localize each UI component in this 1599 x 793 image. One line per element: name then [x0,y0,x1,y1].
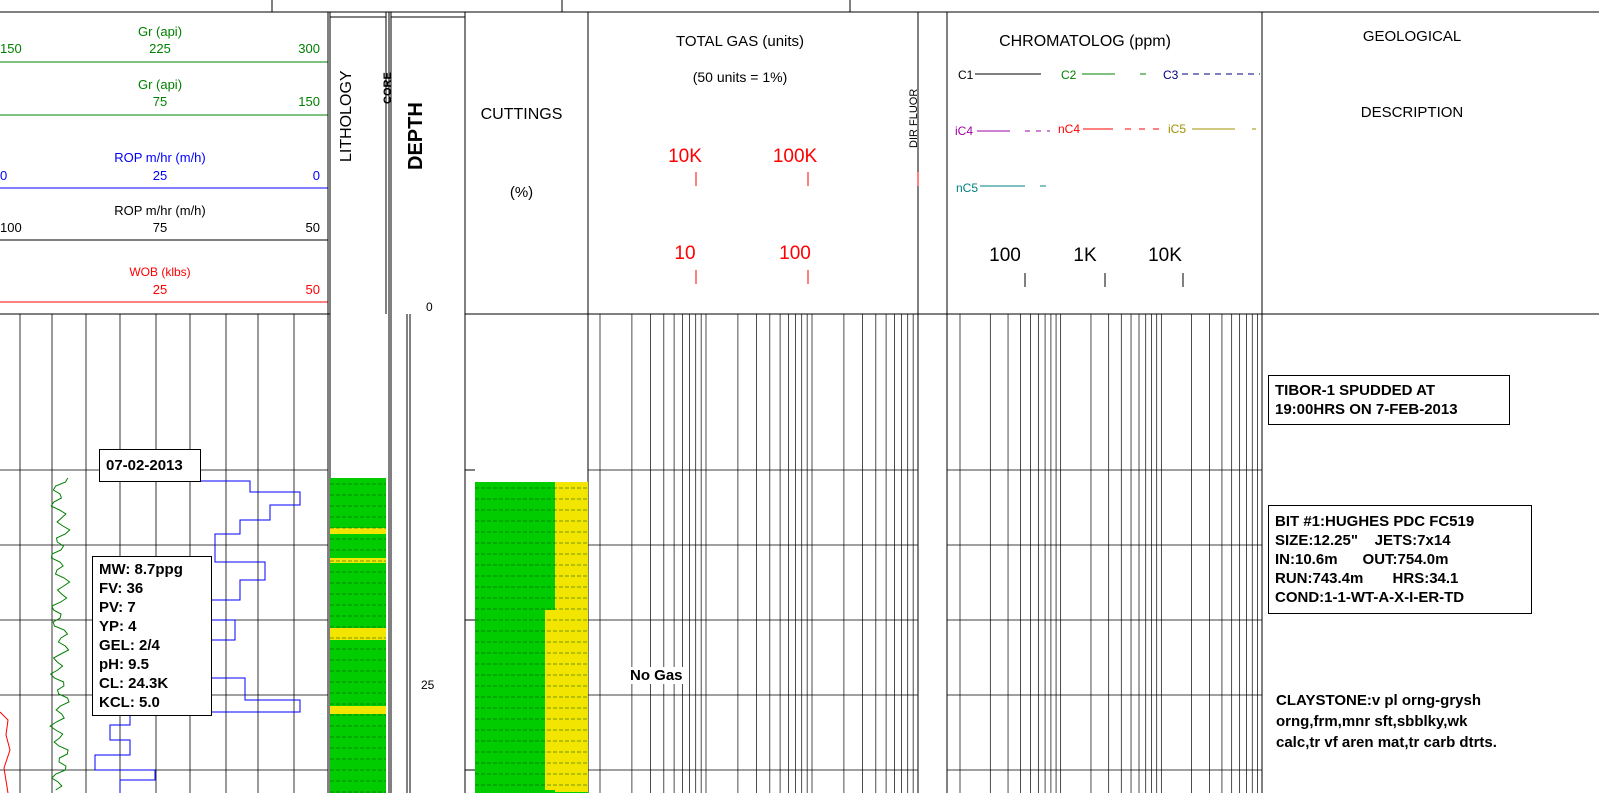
mud-properties-box: MW: 8.7ppg FV: 36 PV: 7 YP: 4 GEL: 2/4 p… [92,556,212,716]
chromatolog-header: CHROMATOLOG (ppm) [999,33,1171,50]
legend-c1: C1 [958,68,974,82]
cuttings-track [475,482,588,793]
no-gas-note: No Gas [630,667,683,684]
gr-scale-1-mid: 225 [149,41,171,56]
depth-label-25: 25 [421,678,435,692]
lithology-header: LITHOLOGY [338,70,355,162]
spud-line-1: TIBOR-1 SPUDDED AT [1275,382,1436,399]
rop-scale-2-left: 100 [0,220,22,235]
mud-cl: CL: 24.3K [99,675,169,692]
gr-scale-2-right: 150 [298,94,320,109]
core-header: CORE [382,72,394,104]
spud-description-box: TIBOR-1 SPUDDED AT 19:00HRS ON 7-FEB-201… [1268,375,1510,425]
chroma-tick-10k: 10K [1148,245,1182,266]
claystone-line-3: calc,tr vf aren mat,tr carb dtrts. [1276,734,1497,751]
wob-scale-right: 50 [305,282,320,297]
spud-line-2: 19:00HRS ON 7-FEB-2013 [1275,401,1458,418]
claystone-line-2: orng,frm,mnr sft,sbblky,wk [1276,713,1468,730]
legend-ic4: iC4 [955,124,974,138]
claystone-description: CLAYSTONE:v pl orng-grysh orng,frm,mnr s… [1276,690,1497,753]
claystone-line-1: CLAYSTONE:v pl orng-grysh [1276,692,1482,709]
mud-mw: MW: 8.7ppg [99,561,183,578]
rop-scale-2-title: ROP m/hr (m/h) [114,203,206,218]
geo-header-line2: DESCRIPTION [1360,104,1464,121]
geo-header-line1: GEOLOGICAL [1362,28,1462,45]
depth-header: DEPTH [405,102,427,170]
date-box: 07-02-2013 [99,449,201,482]
bit-line-5: COND:1-1-WT-A-X-I-ER-TD [1275,589,1465,606]
rop-scale-1-mid: 25 [152,168,168,183]
legend-c3: C3 [1163,68,1179,82]
cuttings-header: CUTTINGS [480,106,563,123]
gas-scale-100k: 100K [772,146,818,167]
gr-scale-1-left: 150 [0,41,22,56]
mud-fv: FV: 36 [99,580,144,597]
depth-label-0: 0 [426,300,433,314]
bit-description-box: BIT #1:HUGHES PDC FC519 SIZE:12.25" JETS… [1268,505,1532,614]
bit-line-1: BIT #1:HUGHES PDC FC519 [1275,513,1475,530]
legend-nc5: nC5 [956,181,979,195]
gas-scale-10: 10 [674,243,696,264]
wob-curve [0,711,11,793]
bit-line-4: RUN:743.4m HRS:34.1 [1275,570,1459,587]
wob-scale-mid: 25 [152,282,168,297]
legend-nc4: nC4 [1058,122,1081,136]
legend-ic5: iC5 [1168,122,1187,136]
rop-scale-2-right: 50 [305,220,320,235]
mud-gel: GEL: 2/4 [99,637,160,654]
mud-yp: YP: 4 [99,618,137,635]
dir-fluor-header: DIR FLUOR [908,88,920,148]
total-gas-note: (50 units = 1%) [692,69,788,85]
rop-scale-1-left: 0 [0,168,8,183]
lithology-track [330,478,386,793]
gr-scale-1-title: Gr (api) [137,24,183,39]
rop-scale-1-right: 0 [312,168,320,183]
mud-pv: PV: 7 [99,599,136,616]
cuttings-unit: (%) [509,184,534,201]
mud-ph: pH: 9.5 [99,656,150,673]
wob-scale-title: WOB (klbs) [129,265,191,279]
bit-line-2: SIZE:12.25" JETS:7x14 [1275,532,1451,549]
gr-curve [49,477,71,791]
legend-c2: C2 [1061,68,1077,82]
total-gas-header: TOTAL GAS (units) [675,33,805,50]
rop-scale-1-title: ROP m/hr (m/h) [114,150,206,165]
gas-scale-100: 100 [779,243,811,264]
gas-scale-10k: 10K [668,146,702,167]
gr-scale-1-right: 300 [298,41,320,56]
rop-scale-2-mid: 75 [152,220,168,235]
gr-scale-2-title: Gr (api) [137,77,183,92]
bit-line-3: IN:10.6m OUT:754.0m [1275,551,1449,568]
gr-scale-2-mid: 75 [152,94,168,109]
chroma-tick-1k: 1K [1073,245,1097,266]
mud-kcl: KCL: 5.0 [99,694,160,711]
chroma-tick-100: 100 [989,245,1021,266]
